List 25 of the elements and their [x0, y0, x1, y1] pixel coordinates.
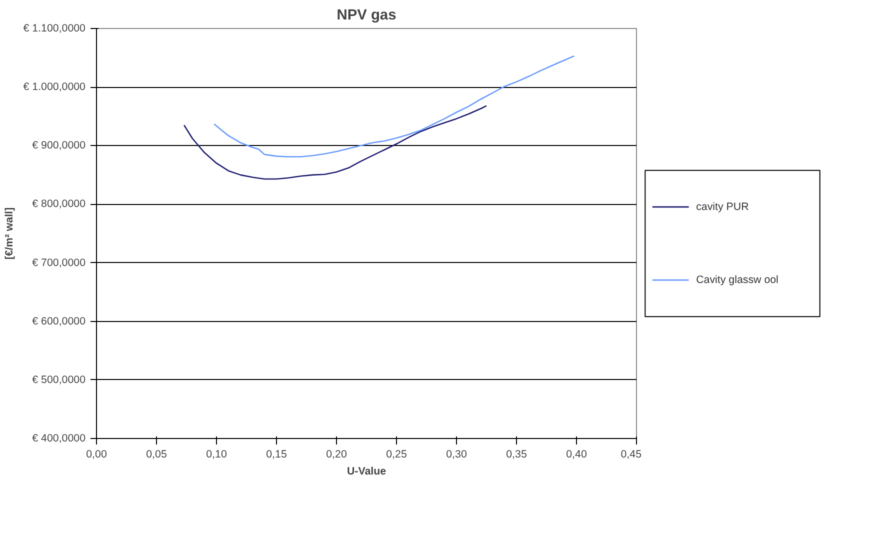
- line-series: [213, 55, 575, 158]
- legend-label: Cavity glassw ool: [696, 274, 778, 286]
- legend-label: cavity PUR: [696, 200, 750, 213]
- x-tick-label: 0,10: [206, 448, 227, 460]
- y-tick-label: € 400,0000: [32, 432, 86, 444]
- y-tick-label: € 500,0000: [32, 374, 86, 386]
- x-tick-label: 0,20: [326, 448, 347, 460]
- x-tick-label: 0,45: [620, 448, 642, 460]
- y-tick-label: € 1.100,0000: [23, 22, 86, 34]
- x-tick-label: 0,15: [266, 448, 287, 460]
- chart-title: NPV gas: [336, 8, 396, 24]
- x-tick-label: 0,00: [86, 448, 107, 460]
- y-tick-label: € 800,0000: [32, 198, 86, 210]
- x-tick-label: 0,25: [386, 448, 407, 460]
- y-tick-label: € 1.000,0000: [23, 81, 86, 94]
- x-tick-label: 0,05: [146, 448, 167, 460]
- y-tick-label: € 900,0000: [32, 140, 86, 152]
- x-tick-label: 0,40: [566, 448, 587, 460]
- y-tick-label: € 700,0000: [32, 256, 86, 269]
- x-tick-label: 0,35: [506, 448, 527, 460]
- x-tick-label: 0,30: [446, 448, 467, 460]
- line-series: [183, 105, 488, 180]
- y-axis-title: [€/m² wall]: [3, 207, 16, 260]
- y-tick-label: € 600,0000: [32, 315, 86, 328]
- x-axis-title: U-Value: [346, 466, 386, 478]
